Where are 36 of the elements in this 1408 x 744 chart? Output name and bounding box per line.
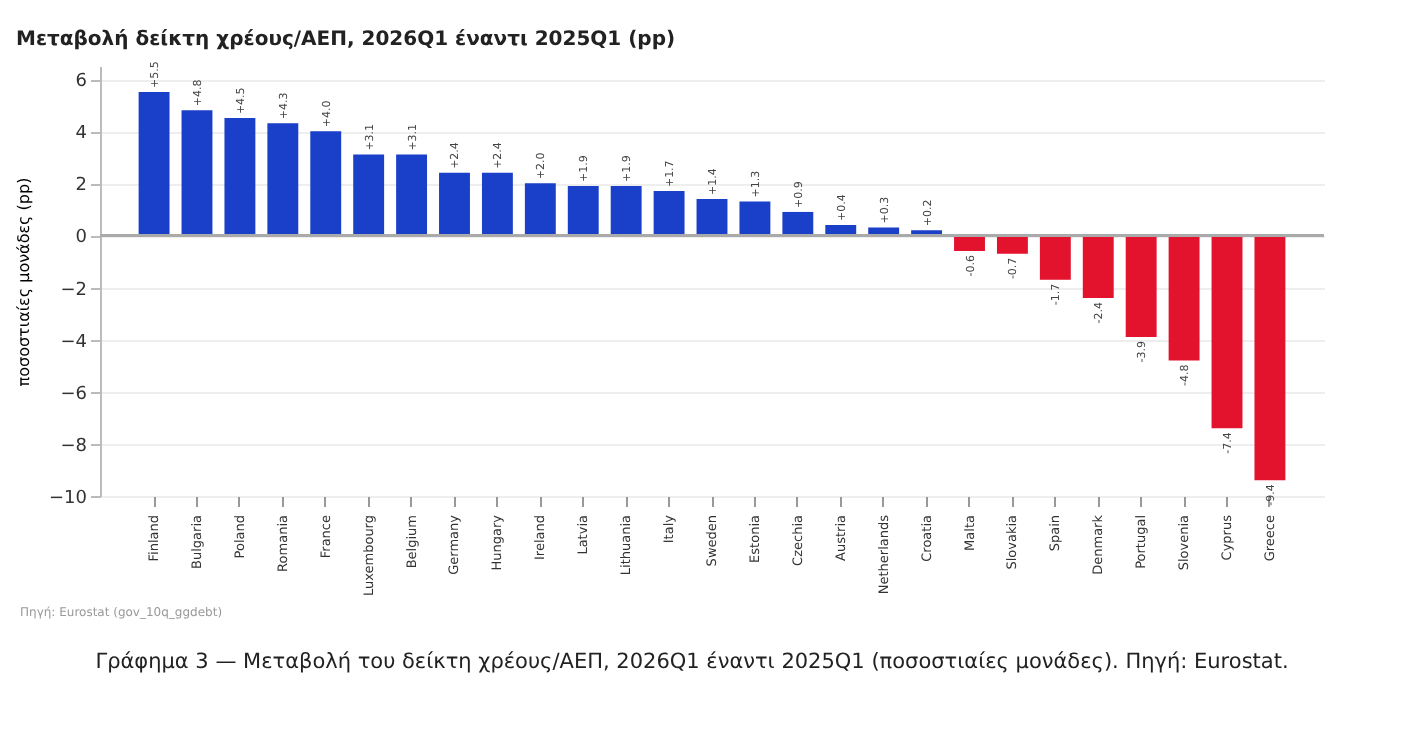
y-tick-label: 6 <box>75 72 88 93</box>
bar <box>310 131 342 236</box>
bar <box>396 154 428 236</box>
bar <box>138 92 170 236</box>
bar <box>1168 235 1200 361</box>
bar <box>439 172 470 236</box>
y-tick-label: −10 <box>49 489 88 509</box>
y-axis-title: ποσοστιαίες μονάδες (pp) <box>15 177 34 387</box>
y-tick-label: −2 <box>60 280 87 301</box>
bar <box>224 118 256 236</box>
bar <box>524 183 556 236</box>
y-tick-label: 4 <box>75 124 88 145</box>
bar <box>267 123 299 236</box>
bar <box>782 211 814 236</box>
bar <box>1125 235 1157 338</box>
bar <box>1082 235 1114 298</box>
bar <box>996 235 1028 254</box>
y-tick-label: −8 <box>60 436 88 457</box>
text: Γράφημα 3 — Μεταβολή του δείκτη χρέους/ΑΕΠ, 2026Q1 έναντι 2025Q1 (ποσοστιαίες μονάδες). Πηγή: Eurostat. <box>95 650 1289 674</box>
y-tick-label: 0 <box>75 228 88 249</box>
bar <box>181 110 213 236</box>
bar <box>1254 235 1286 481</box>
bar <box>739 201 771 236</box>
y-tick-label: −6 <box>60 384 88 405</box>
bar <box>1039 235 1071 280</box>
bar <box>610 185 642 236</box>
bar <box>1211 235 1243 429</box>
bar <box>567 185 599 236</box>
chart-title: Μεταβολή δείκτη χρέους/ΑΕΠ, 2026Q1 έναντι 2025Q1 (pp) <box>16 29 676 52</box>
bar <box>353 154 385 236</box>
bar <box>696 198 728 236</box>
y-tick-label: 2 <box>75 176 87 197</box>
bar <box>653 191 685 236</box>
bar <box>481 172 513 236</box>
bar <box>954 235 985 252</box>
y-tick-label: −4 <box>60 332 88 353</box>
